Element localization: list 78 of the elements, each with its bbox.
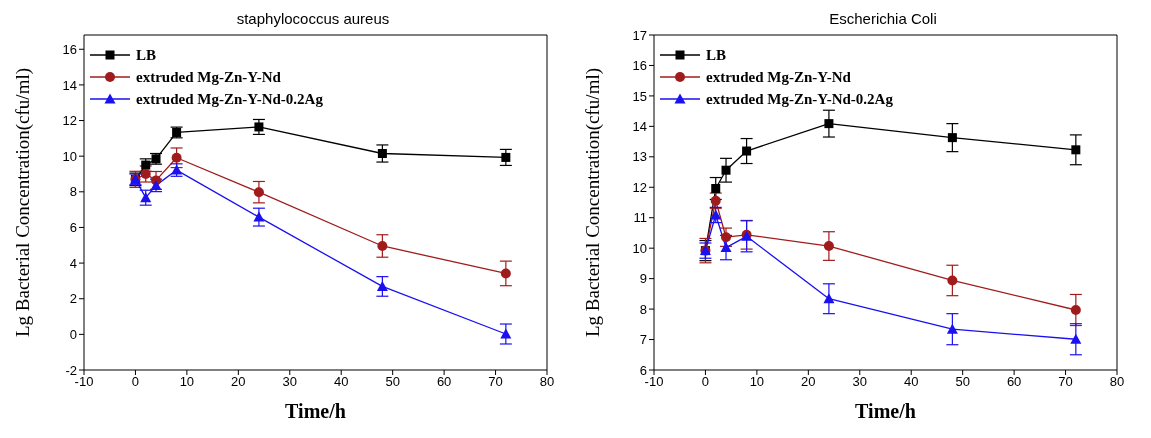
y-tick-label: 10 [632,240,647,256]
y-tick-label: 12 [62,113,77,129]
x-tick-label: 30 [852,374,868,390]
y-tick-label: 0 [69,326,77,342]
point [721,232,732,243]
y-axis-title: Lg Bacterial Concentration(cfu/ml) [581,67,604,338]
y-tick-label: 16 [62,41,77,57]
point [1070,305,1081,316]
y-tick-label: 16 [632,58,647,74]
x-tick-label: 40 [903,374,919,390]
x-tick-label: 10 [179,374,195,390]
x-tick-label: 50 [955,374,970,390]
legend-label: LB [136,46,157,64]
legend-label: extruded Mg-Zn-Y-Nd [136,68,281,86]
y-tick-label: 14 [632,118,647,134]
x-tick-label: -10 [74,374,94,390]
legend-label: extruded Mg-Zn-Y-Nd-0.2Ag [136,90,323,108]
x-tick-label: 70 [1058,374,1073,390]
point [1070,333,1082,344]
x-tick-label: 0 [131,374,140,390]
point [1071,145,1081,155]
point [947,133,957,143]
x-tick-label: 50 [385,374,400,390]
y-tick-label: 6 [639,362,647,378]
y-tick-label: 17 [632,27,647,43]
x-tick-label: 80 [1109,374,1125,390]
point [501,152,511,162]
point [947,275,958,286]
x-tick-label: 60 [436,374,452,390]
y-tick-label: 7 [639,332,647,348]
y-tick-label: 15 [632,88,647,104]
point [377,240,388,251]
point [254,122,264,132]
x-tick-label: 40 [333,374,349,390]
x-tick-label: 20 [801,374,816,390]
y-tick-label: 10 [62,148,77,164]
y-tick-label: 2 [69,291,77,307]
point [720,242,732,253]
legend-label: extruded Mg-Zn-Y-Nd [706,68,851,86]
x-axis-title: Time/h [285,400,346,422]
y-tick-label: 14 [62,77,77,93]
x-tick-label: 20 [231,374,246,390]
point [721,165,731,175]
y-tick-label: -2 [65,362,77,378]
legend-label: LB [706,46,727,64]
y-tick-label: 4 [69,255,77,271]
y-tick-label: 13 [632,149,647,165]
x-axis-title: Time/h [855,400,916,422]
chart-title: staphylococcus aureus [235,10,391,27]
x-tick-label: 30 [282,374,298,390]
y-tick-label: 11 [633,210,647,226]
point [823,293,835,304]
x-tick-label: 0 [701,374,710,390]
legend-label: extruded Mg-Zn-Y-Nd-0.2Ag [706,90,893,108]
x-tick-label: 70 [488,374,503,390]
point [742,146,752,156]
x-tick-label: -10 [644,374,664,390]
y-tick-label: 8 [69,184,77,200]
y-tick-label: 12 [632,179,647,195]
y-tick-label: 9 [639,271,647,287]
y-axis-title: Lg Bacterial Concentration(cfu/ml) [11,67,34,338]
point [500,328,512,339]
point [377,149,387,158]
point [946,323,958,334]
point [824,119,834,129]
x-tick-label: 60 [1006,374,1022,390]
point [253,211,265,222]
point [711,183,721,193]
x-tick-label: 80 [539,374,555,390]
point [253,187,264,198]
point [171,152,182,163]
x-tick-label: 10 [749,374,765,390]
y-tick-label: 6 [69,220,77,236]
chart-title: Escherichia Coli [828,10,938,27]
point [500,268,511,279]
point [376,280,388,291]
y-tick-label: 8 [639,301,647,317]
point [823,241,834,252]
